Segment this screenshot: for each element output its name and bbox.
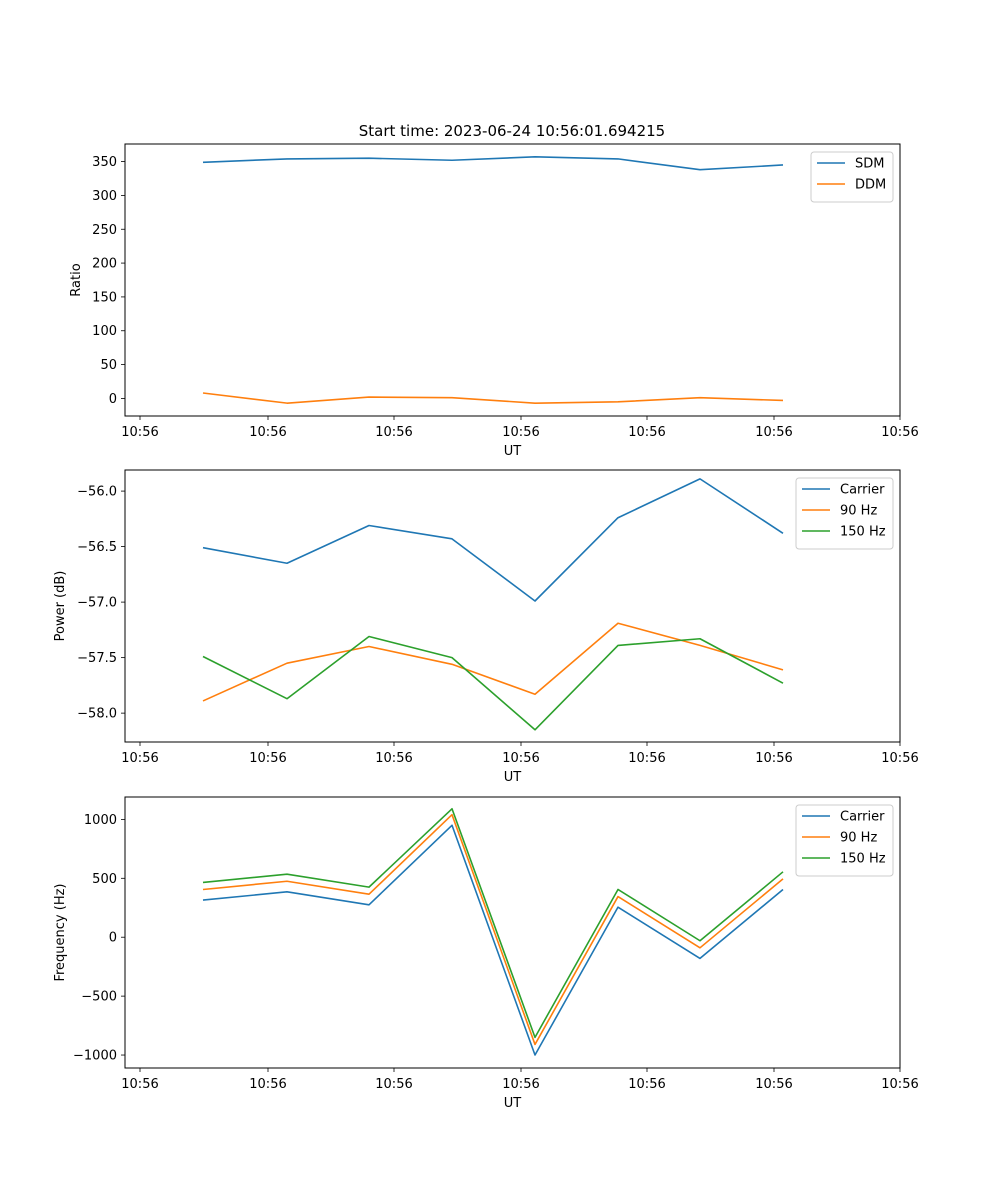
y-tick-label: 300 [92,189,117,204]
x-tick-label: 10:56 [881,1077,918,1092]
y-tick-label: 200 [92,257,117,272]
y-tick-label: −1000 [73,1049,117,1064]
y-tick-label: −500 [81,990,117,1005]
legend-label: 90 Hz [840,831,877,846]
y-tick-label: 500 [92,872,117,887]
y-tick-label: −56.0 [77,485,117,500]
y-tick-label: −57.0 [77,596,117,611]
series-line-150-hz [202,635,784,731]
axes-frame [124,469,901,743]
legend: Carrier 90 Hz 150 Hz [795,804,894,877]
legend: Carrier 90 Hz 150 Hz [795,477,894,550]
series-line-carrier [202,824,784,1056]
y-tick-label: 150 [92,290,117,305]
legend-label: SDM [855,157,884,172]
panel-power: 10:56 10:56 10:56 10:56 10:56 10:56 10:56 UT −58… [53,469,919,785]
x-tick-label: 10:56 [628,1077,665,1092]
x-tick-label: 10:56 [375,751,412,766]
x-tick-label: 10:56 [249,425,286,440]
y-tick-label: 1000 [84,813,117,828]
x-tick-label: 10:56 [375,425,412,440]
x-tick-label: 10:56 [755,751,792,766]
x-tick-label: 10:56 [121,751,158,766]
y-tick-label: 50 [100,358,117,373]
legend-label: Carrier [840,810,885,825]
x-tick-label: 10:56 [121,1077,158,1092]
x-tick-label: 10:56 [628,425,665,440]
axes-frame [124,143,901,417]
legend-label: 150 Hz [840,525,886,540]
series-line-carrier [202,478,784,602]
panel-ratio: 10:56 10:56 10:56 10:56 10:56 10:56 10:56 UT 0 50… [69,143,919,459]
legend-frame [810,151,894,203]
x-tick-label: 10:56 [249,751,286,766]
series-line-150-hz [202,807,784,1039]
panel-frequency: 10:56 10:56 10:56 10:56 10:56 10:56 10:56 UT −10… [53,796,919,1111]
legend: SDM DDM [810,151,894,203]
x-tick-label: 10:56 [755,1077,792,1092]
x-tick-label: 10:56 [755,425,792,440]
series-line-sdm [202,156,784,171]
x-tick-label: 10:56 [249,1077,286,1092]
x-tick-label: 10:56 [502,1077,539,1092]
x-tick-label: 10:56 [375,1077,412,1092]
x-axis-label: UT [504,1096,522,1111]
x-tick-label: 10:56 [881,425,918,440]
y-tick-label: 250 [92,223,117,238]
x-tick-label: 10:56 [121,425,158,440]
legend-label: 150 Hz [840,852,886,867]
y-axis-label: Power (dB) [53,571,68,642]
x-axis-label: UT [504,444,522,459]
x-tick-label: 10:56 [628,751,665,766]
y-axis-label: Ratio [69,263,84,296]
y-tick-label: 100 [92,324,117,339]
x-axis-label: UT [504,770,522,785]
y-tick-label: −56.5 [77,540,117,555]
series-line-90-hz [202,622,784,702]
y-tick-label: 0 [109,392,117,407]
legend-label: Carrier [840,483,885,498]
y-tick-label: −57.5 [77,651,117,666]
y-tick-label: −58.0 [77,707,117,722]
y-axis-label: Frequency (Hz) [53,883,68,981]
x-tick-label: 10:56 [502,751,539,766]
axes-frame [124,796,901,1069]
y-tick-label: 350 [92,155,117,170]
y-tick-label: 0 [109,931,117,946]
figure-title: Start time: 2023-06-24 10:56:01.694215 [359,122,665,140]
x-tick-label: 10:56 [502,425,539,440]
series-line-90-hz [202,813,784,1046]
legend-label: DDM [855,178,886,193]
x-tick-label: 10:56 [881,751,918,766]
series-line-ddm [202,392,784,404]
legend-label: 90 Hz [840,504,877,519]
